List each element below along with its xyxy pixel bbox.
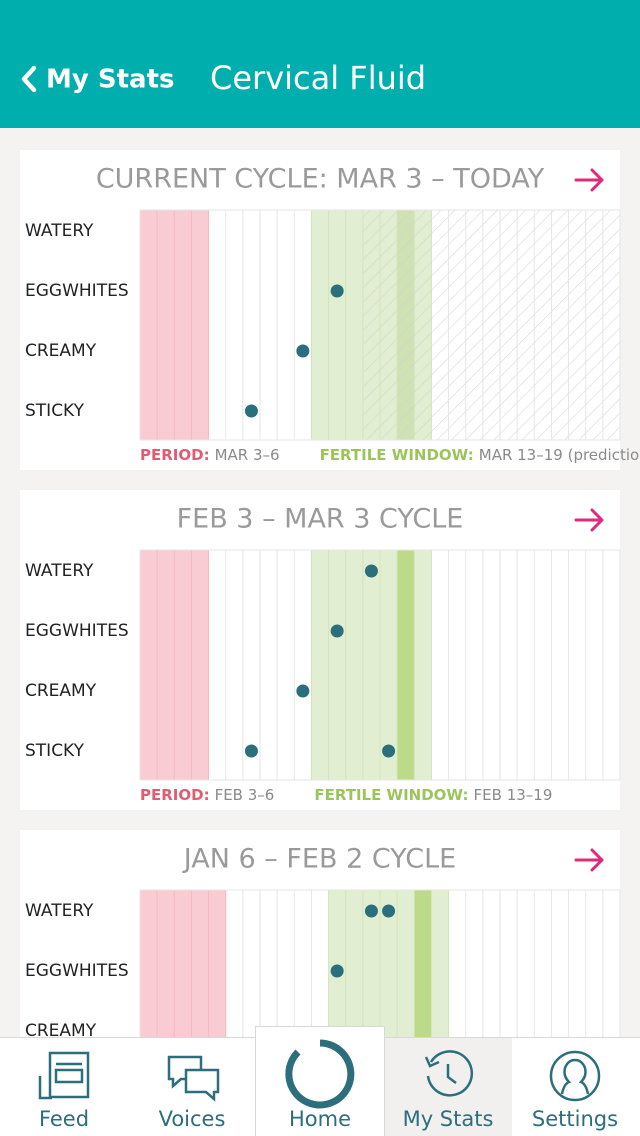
prediction-hatch <box>362 210 620 440</box>
tab-icons <box>38 1039 601 1109</box>
fluid-label: EGGWHITES <box>25 281 129 301</box>
header-bar <box>0 0 640 128</box>
tab-label[interactable]: Settings <box>532 1107 618 1131</box>
cycle-card: FEB 3 – MAR 3 CYCLE WATERY EGGWHITES CREAMY… <box>20 490 621 810</box>
fertile-label: FERTILE WINDOW: <box>314 786 468 804</box>
back-label[interactable]: My Stats <box>46 65 174 95</box>
observation-dot <box>330 284 344 298</box>
observation-dot <box>296 344 310 358</box>
period-range: MAR 3–6 <box>215 446 280 464</box>
arrow-icon[interactable] <box>574 508 604 532</box>
period-label: PERIOD: <box>140 786 210 804</box>
fluid-label: WATERY <box>25 901 94 921</box>
observation-dot <box>330 624 344 638</box>
observation-dot <box>364 564 378 578</box>
fluid-label: CREAMY <box>25 1021 97 1041</box>
period-label: PERIOD: <box>140 446 210 464</box>
fluid-label: STICKY <box>25 741 85 761</box>
fertile-range: MAR 13–19 (prediction) <box>479 446 640 464</box>
tab-label[interactable]: Feed <box>39 1107 89 1131</box>
arrow-icon[interactable] <box>574 848 604 872</box>
fertile-label: FERTILE WINDOW: <box>320 446 474 464</box>
card-title: FEB 3 – MAR 3 CYCLE <box>177 504 464 535</box>
legend: PERIOD: MAR 3–6 FERTILE WINDOW: MAR 13–19 (… <box>140 446 640 464</box>
open-cycle-arrow[interactable] <box>574 848 604 872</box>
cards: CURRENT CYCLE: MAR 3 – TODAY WATERY EGGWHI… <box>20 150 640 1136</box>
legend: PERIOD: FEB 3–6 FERTILE WINDOW: FEB 13–19 <box>140 786 552 804</box>
open-cycle-arrow[interactable] <box>574 508 604 532</box>
cycle-card: CURRENT CYCLE: MAR 3 – TODAY WATERY EGGWHI… <box>20 150 640 470</box>
observation-dot <box>382 904 396 918</box>
fluid-label: CREAMY <box>25 341 97 361</box>
tab-bar: Feed Voices Home My Stats Settings <box>0 1026 640 1136</box>
open-cycle-arrow[interactable] <box>574 168 604 192</box>
feed-icon[interactable] <box>38 1051 90 1100</box>
settings-icon[interactable] <box>549 1050 601 1102</box>
observation-dot <box>296 684 310 698</box>
tab-label[interactable]: Voices <box>159 1107 226 1131</box>
observation-dot <box>382 744 396 758</box>
fluid-label: EGGWHITES <box>25 961 129 981</box>
tab-label[interactable]: My Stats <box>403 1107 494 1131</box>
fluid-label: WATERY <box>25 561 94 581</box>
voices-icon[interactable] <box>167 1055 220 1102</box>
header: My Stats Cervical Fluid <box>0 0 640 128</box>
home-icon[interactable] <box>285 1039 355 1109</box>
stats-icon[interactable] <box>424 1050 474 1097</box>
fertile-range: FEB 13–19 <box>474 786 553 804</box>
fluid-label: WATERY <box>25 221 94 241</box>
arrow-icon[interactable] <box>574 168 604 192</box>
fluid-label: EGGWHITES <box>25 621 129 641</box>
observation-dot <box>244 404 258 418</box>
observation-dot <box>330 964 344 978</box>
back-button[interactable]: My Stats <box>21 65 174 95</box>
card-title: CURRENT CYCLE: MAR 3 – TODAY <box>96 164 545 195</box>
back-chevron[interactable] <box>21 65 37 93</box>
peak-day <box>397 550 415 780</box>
observation-dot <box>364 904 378 918</box>
tab-label[interactable]: Home <box>289 1107 351 1131</box>
period-range: FEB 3–6 <box>215 786 275 804</box>
page-title: Cervical Fluid <box>210 59 426 97</box>
fluid-label: CREAMY <box>25 681 97 701</box>
active-tab-bg <box>385 1038 512 1136</box>
observation-dot <box>244 744 258 758</box>
fluid-label: STICKY <box>25 401 85 421</box>
card-title: JAN 6 – FEB 2 CYCLE <box>182 844 456 875</box>
